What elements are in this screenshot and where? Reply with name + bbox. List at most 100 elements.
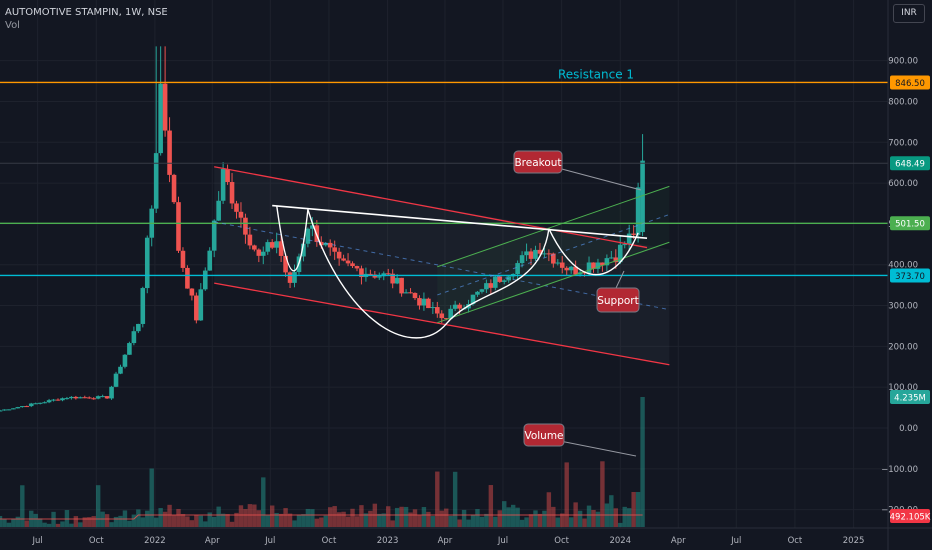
- volume-bar: [461, 509, 467, 527]
- volume-bar: [412, 509, 418, 527]
- volume-bar: [15, 516, 21, 527]
- candle-body: [234, 203, 239, 212]
- volume-bar: [618, 522, 623, 527]
- candle-body: [100, 396, 105, 398]
- volume-bar: [216, 506, 221, 527]
- candle-body: [305, 228, 311, 244]
- candle-body: [28, 403, 34, 407]
- volume-bar: [287, 513, 293, 527]
- candle-body: [109, 386, 114, 399]
- cup-handle-arc: [548, 228, 639, 276]
- volume-bar: [386, 506, 391, 527]
- volume-bar: [78, 522, 83, 527]
- volume-bar: [475, 509, 480, 527]
- candle-body: [390, 273, 395, 284]
- candle-body: [546, 253, 552, 255]
- candle-body: [202, 270, 208, 290]
- volume-price-tag: [890, 390, 930, 404]
- volume-bar: [381, 513, 386, 527]
- volume-bar: [484, 513, 489, 527]
- volume-bar: [502, 501, 507, 527]
- volume-bar: [528, 514, 534, 527]
- volume-bar: [524, 517, 529, 527]
- price-tick-label: 300.00: [888, 302, 918, 312]
- candle-body: [421, 298, 427, 306]
- candle-body: [162, 83, 168, 131]
- volume-bar: [479, 516, 485, 527]
- candle-body: [368, 273, 373, 275]
- chart-legend: AUTOMOTIVE STAMPIN, 1W, NSE Vol: [5, 6, 168, 32]
- candle-body: [318, 241, 324, 246]
- candle-body: [555, 262, 561, 264]
- rising-lower-line: [437, 241, 670, 324]
- volume-bar: [582, 518, 587, 527]
- candle-body: [591, 262, 596, 269]
- candle-body: [260, 251, 266, 256]
- volume-bar: [390, 520, 395, 527]
- support_level-price-tag: [890, 268, 930, 283]
- candle-body: [122, 354, 128, 367]
- volume-bar: [568, 517, 574, 527]
- time-tick-label: Oct: [554, 536, 569, 546]
- volume-bar: [466, 519, 471, 527]
- candle-body: [412, 292, 418, 299]
- candle-body: [484, 283, 489, 290]
- volume-bar: [69, 523, 74, 527]
- candle-body: [6, 409, 12, 411]
- volume-bar: [24, 520, 29, 527]
- volume-bar: [448, 515, 453, 527]
- candle-body: [144, 237, 150, 289]
- mid_level-price-tag: [890, 216, 930, 231]
- candle-body: [95, 396, 101, 399]
- candle-body: [180, 250, 186, 268]
- volume-bar: [261, 477, 266, 527]
- symbol-title[interactable]: AUTOMOTIVE STAMPIN, 1W, NSE: [5, 7, 168, 18]
- volume-bar: [595, 511, 601, 527]
- candle-body: [243, 217, 248, 235]
- volume-bar: [586, 505, 592, 527]
- channel-mid-line: [214, 221, 670, 311]
- time-tick-label: 2022: [144, 536, 166, 546]
- candle-body: [20, 406, 25, 408]
- volume-bar: [546, 492, 552, 527]
- volume-bar: [408, 512, 413, 527]
- annotations: Resistance 1 Breakout Volume Support: [513, 67, 642, 457]
- channel-upper-line: [214, 166, 648, 249]
- volume-bar: [457, 519, 462, 527]
- candle-body: [220, 169, 226, 201]
- currency-selector[interactable]: INR: [893, 4, 925, 23]
- volume-bar: [470, 514, 476, 527]
- volume-bar: [207, 512, 212, 527]
- volume-bar: [118, 515, 123, 527]
- price-tick-label: 0.00: [899, 424, 918, 434]
- volume-legend[interactable]: Vol: [5, 20, 20, 31]
- breakout-callout-pointer: [557, 167, 642, 191]
- candle-body: [310, 225, 315, 229]
- volume-bar: [162, 511, 168, 527]
- candle-body: [635, 187, 641, 235]
- volume-bar: [109, 522, 114, 527]
- volume-bar: [127, 520, 132, 527]
- candle-body: [185, 267, 190, 289]
- volume-bar: [270, 505, 275, 527]
- volume-bar: [189, 520, 195, 527]
- volume-bar: [33, 513, 38, 527]
- last-price-text: 648.49: [895, 160, 925, 170]
- candle-body: [216, 200, 221, 221]
- volume-bar: [515, 507, 520, 527]
- volume-bar: [238, 505, 244, 527]
- candle-body: [211, 220, 217, 251]
- volume-bar: [394, 507, 400, 527]
- candle-body: [198, 289, 204, 321]
- support-callout-box: [596, 287, 640, 313]
- resistance-1-label: Resistance 1: [558, 67, 634, 81]
- volume-bar: [220, 513, 226, 527]
- cup-left-arc: [276, 205, 309, 272]
- volume-bar: [403, 506, 409, 527]
- volume-bar: [564, 462, 569, 527]
- rising-mid-line: [437, 214, 670, 296]
- mid_level-price-text: 501.50: [895, 220, 925, 230]
- volume-bar: [336, 512, 342, 527]
- volume-bar: [345, 516, 351, 527]
